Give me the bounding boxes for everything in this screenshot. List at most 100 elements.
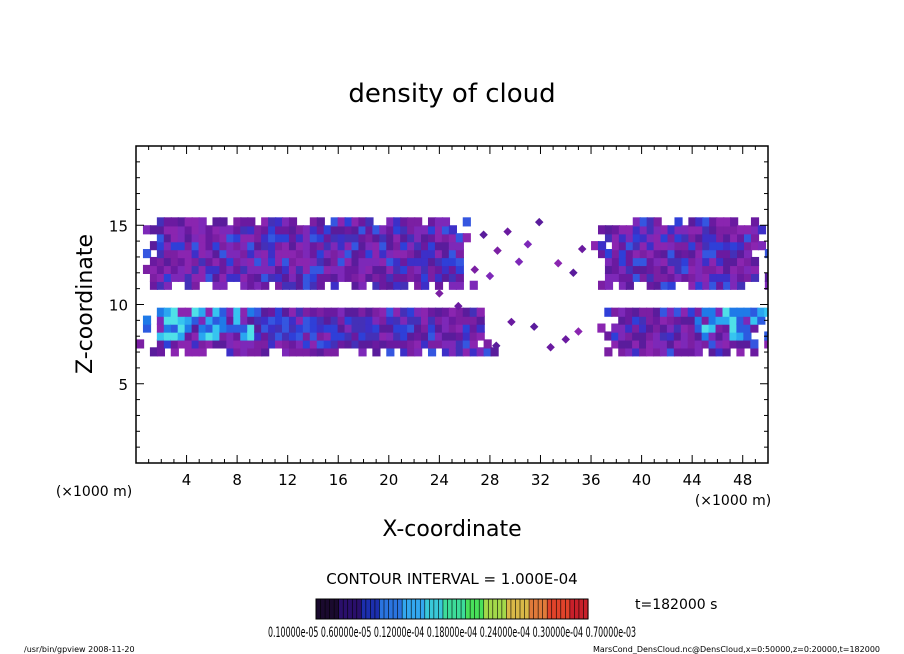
density-cell bbox=[337, 272, 346, 282]
density-cell bbox=[469, 347, 478, 357]
density-cell bbox=[660, 256, 669, 267]
density-cell bbox=[611, 331, 620, 341]
colorbar-cell bbox=[583, 599, 589, 619]
density-cell bbox=[695, 249, 704, 259]
density-cell bbox=[344, 323, 353, 333]
density-cell bbox=[254, 264, 263, 274]
density-cell bbox=[372, 241, 381, 251]
density-cell bbox=[358, 347, 367, 357]
density-cell bbox=[681, 233, 690, 243]
density-cell bbox=[240, 217, 249, 227]
density-cell bbox=[639, 331, 648, 341]
density-cell bbox=[288, 323, 298, 333]
density-cell bbox=[219, 225, 228, 235]
density-cell bbox=[715, 323, 724, 333]
density-cell bbox=[400, 280, 409, 290]
density-cell bbox=[737, 264, 746, 274]
density-cell bbox=[226, 264, 235, 274]
density-cell bbox=[372, 331, 381, 341]
density-cell bbox=[149, 264, 159, 274]
time-label: t=182000 s bbox=[635, 597, 717, 613]
density-cell bbox=[632, 249, 641, 259]
density-cell bbox=[737, 256, 746, 267]
density-cell bbox=[288, 272, 298, 282]
density-cell bbox=[323, 307, 332, 317]
density-cell bbox=[247, 331, 256, 341]
density-cell bbox=[386, 280, 395, 290]
density-cell bbox=[365, 264, 374, 274]
density-cell bbox=[302, 307, 311, 317]
colorbar-cell bbox=[470, 599, 476, 619]
density-cell bbox=[309, 331, 318, 341]
density-cell bbox=[702, 241, 711, 251]
density-cell bbox=[177, 323, 186, 333]
density-cell bbox=[233, 347, 242, 357]
density-cell bbox=[212, 272, 221, 282]
density-cell bbox=[198, 339, 207, 349]
density-cell bbox=[687, 347, 696, 357]
density-cell bbox=[736, 347, 745, 357]
density-cell bbox=[708, 307, 717, 317]
density-cell bbox=[351, 272, 360, 282]
density-cell bbox=[455, 339, 464, 349]
density-cell bbox=[281, 272, 291, 282]
density-cell bbox=[240, 272, 249, 282]
density-cell bbox=[268, 339, 277, 349]
density-cell bbox=[309, 264, 318, 274]
density-cell bbox=[142, 264, 152, 274]
density-cell bbox=[632, 233, 641, 243]
density-cell bbox=[653, 249, 662, 259]
colorbar-cell bbox=[533, 599, 539, 619]
density-cell bbox=[288, 339, 298, 349]
density-cell bbox=[393, 249, 402, 259]
density-cell bbox=[316, 249, 325, 259]
density-cell bbox=[646, 272, 655, 282]
density-cell bbox=[240, 307, 249, 317]
density-cell bbox=[386, 264, 395, 274]
density-cell bbox=[604, 249, 614, 259]
density-cell bbox=[268, 264, 277, 274]
density-cell bbox=[247, 233, 256, 243]
density-cell bbox=[261, 339, 270, 349]
density-cell bbox=[716, 272, 725, 282]
colorbar-cell bbox=[515, 599, 521, 619]
density-cell bbox=[212, 307, 221, 317]
density-cell bbox=[316, 241, 325, 251]
density-cell bbox=[660, 225, 669, 235]
density-cell bbox=[400, 256, 409, 267]
density-cell bbox=[372, 315, 381, 325]
density-cell bbox=[730, 256, 739, 267]
density-cell bbox=[730, 280, 739, 290]
density-cell bbox=[462, 323, 471, 333]
density-cell bbox=[254, 241, 263, 251]
density-cell bbox=[191, 241, 200, 251]
density-cell bbox=[448, 264, 457, 274]
density-cell bbox=[701, 331, 710, 341]
density-cell bbox=[149, 347, 159, 357]
density-cell bbox=[365, 331, 374, 341]
colorbar-cell bbox=[456, 599, 462, 619]
density-cell bbox=[455, 249, 464, 259]
density-cell bbox=[247, 307, 256, 317]
density-cell bbox=[163, 331, 172, 341]
density-cell bbox=[407, 217, 416, 227]
density-cell bbox=[233, 233, 242, 243]
density-cell bbox=[358, 272, 367, 282]
density-cell bbox=[330, 217, 339, 227]
density-cell bbox=[372, 225, 381, 235]
colorbar-cell bbox=[538, 599, 544, 619]
density-cell bbox=[407, 323, 416, 333]
density-cell bbox=[358, 331, 367, 341]
density-cell bbox=[330, 233, 339, 243]
density-cell bbox=[421, 225, 430, 235]
density-cell bbox=[351, 217, 360, 227]
density-cell bbox=[729, 307, 738, 317]
density-cell bbox=[723, 272, 732, 282]
upper-cloud-layer bbox=[142, 217, 768, 290]
density-cell bbox=[233, 225, 242, 235]
density-cell bbox=[254, 347, 263, 357]
density-cell bbox=[219, 315, 228, 325]
density-cell bbox=[462, 315, 471, 325]
density-cell bbox=[737, 241, 746, 251]
density-cell bbox=[688, 233, 697, 243]
